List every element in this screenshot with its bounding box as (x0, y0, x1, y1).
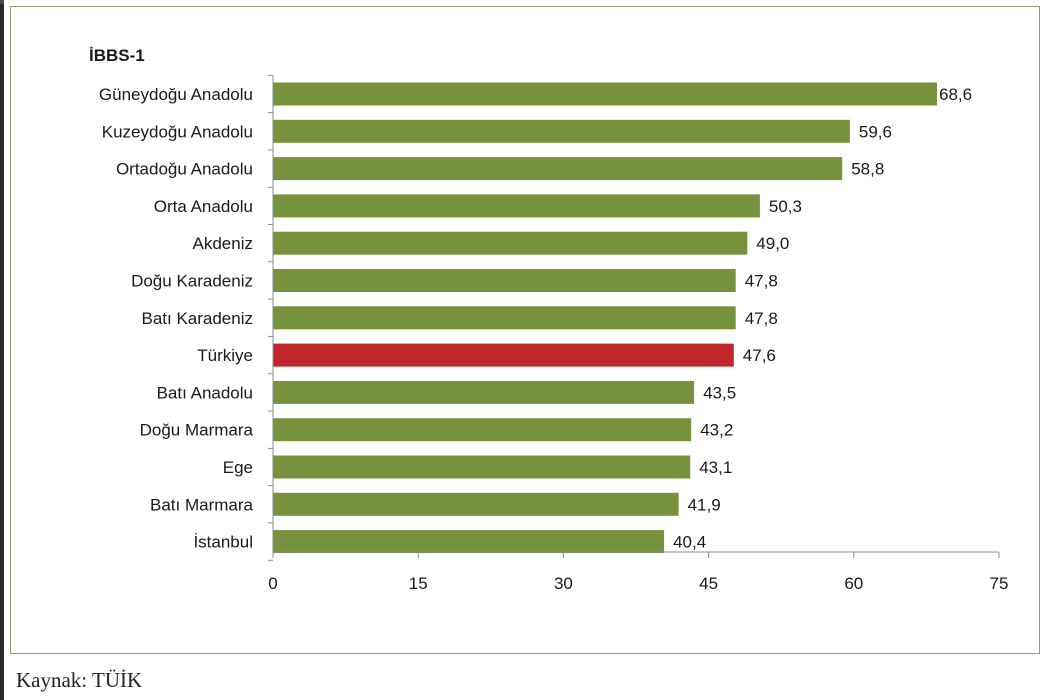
x-tick-label-5: 75 (990, 574, 1009, 593)
category-label-0: Güneydoğu Anadolu (99, 85, 253, 104)
chart-title: İBBS-1 (89, 46, 145, 65)
x-tick-label-4: 60 (844, 574, 863, 593)
data-label-10: 43,1 (699, 458, 732, 477)
category-label-7: Türkiye (197, 346, 253, 365)
bar-4 (273, 231, 748, 255)
bar-1 (273, 119, 850, 143)
chart-frame: İBBS-1 Güneydoğu Anadolu 68,6 Kuzeydoğu An… (10, 6, 1040, 654)
bar-12 (273, 530, 665, 554)
data-label-3: 50,3 (769, 197, 802, 216)
category-label-3: Orta Anadolu (154, 197, 253, 216)
x-tick-label-2: 30 (554, 574, 573, 593)
bar-3 (273, 194, 760, 218)
data-label-5: 47,8 (745, 272, 778, 291)
category-label-1: Kuzeydoğu Anadolu (102, 122, 253, 141)
category-label-9: Doğu Marmara (140, 421, 254, 440)
bar-11 (273, 492, 679, 516)
category-label-10: Ege (223, 458, 253, 477)
data-label-2: 58,8 (851, 160, 884, 179)
data-label-4: 49,0 (756, 234, 789, 253)
bar-2 (273, 157, 843, 181)
data-label-11: 41,9 (688, 495, 721, 514)
data-label-12: 40,4 (673, 533, 706, 552)
x-tick-label-3: 45 (699, 574, 718, 593)
category-label-12: İstanbul (193, 533, 253, 552)
bar-chart: İBBS-1 Güneydoğu Anadolu 68,6 Kuzeydoğu An… (89, 46, 1009, 593)
bar-9 (273, 418, 692, 442)
x-tick-label-1: 15 (409, 574, 428, 593)
data-label-8: 43,5 (703, 383, 736, 402)
bar-7 (273, 343, 734, 367)
bar-8 (273, 380, 695, 404)
category-label-8: Batı Anadolu (157, 383, 253, 402)
data-label-7: 47,6 (743, 346, 776, 365)
category-label-6: Batı Karadeniz (141, 309, 253, 328)
bar-0 (273, 82, 937, 106)
category-label-11: Batı Marmara (150, 495, 254, 514)
data-label-9: 43,2 (700, 421, 733, 440)
x-tick-label-0: 0 (268, 574, 277, 593)
category-label-5: Doğu Karadeniz (131, 272, 253, 291)
bar-5 (273, 269, 736, 292)
document-page: İBBS-1 Güneydoğu Anadolu 68,6 Kuzeydoğu An… (4, 0, 1046, 700)
source-note: Kaynak: TÜİK (16, 668, 143, 692)
data-label-6: 47,8 (745, 309, 778, 328)
category-label-2: Ortadoğu Anadolu (116, 160, 253, 179)
bar-10 (273, 455, 691, 479)
data-label-0: 68,6 (939, 85, 972, 104)
category-label-4: Akdeniz (193, 234, 253, 253)
bar-6 (273, 306, 736, 330)
data-label-1: 59,6 (859, 122, 892, 141)
